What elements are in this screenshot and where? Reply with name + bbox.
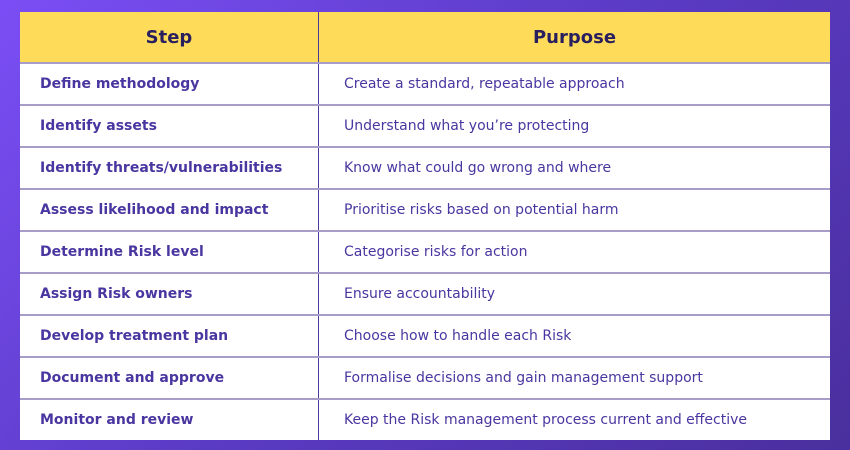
purpose-cell: Formalise decisions and gain management … xyxy=(318,357,830,400)
step-cell: Assign Risk owners xyxy=(20,273,319,316)
purpose-cell: Know what could go wrong and where xyxy=(318,147,830,190)
header-row: Step Purpose xyxy=(20,12,830,64)
step-cell: Identify assets xyxy=(20,105,319,148)
purpose-cell: Categorise risks for action xyxy=(318,231,830,274)
purpose-cell: Understand what you’re protecting xyxy=(318,105,830,148)
table-row: Develop treatment plan Choose how to hand… xyxy=(20,315,830,358)
purpose-cell: Create a standard, repeatable approach xyxy=(318,63,830,106)
table-row: Define methodology Create a standard, rep… xyxy=(20,63,830,106)
table-row: Monitor and review Keep the Risk manageme… xyxy=(20,399,830,440)
step-cell: Monitor and review xyxy=(20,399,319,440)
table-row: Determine Risk level Categorise risks for… xyxy=(20,231,830,274)
table-row: Identify assets Understand what you’re pr… xyxy=(20,105,830,148)
purpose-cell: Ensure accountability xyxy=(318,273,830,316)
table-row: Assess likelihood and impact Prioritise r… xyxy=(20,189,830,232)
step-cell: Determine Risk level xyxy=(20,231,319,274)
purpose-cell: Prioritise risks based on potential harm xyxy=(318,189,830,232)
table-row: Assign Risk owners Ensure accountability xyxy=(20,273,830,316)
header-step: Step xyxy=(20,12,319,64)
table-row: Document and approve Formalise decisions … xyxy=(20,357,830,400)
step-cell: Develop treatment plan xyxy=(20,315,319,358)
purpose-cell: Choose how to handle each Risk xyxy=(318,315,830,358)
step-cell: Document and approve xyxy=(20,357,319,400)
table-row: Identify threats/vulnerabilities Know wha… xyxy=(20,147,830,190)
step-cell: Assess likelihood and impact xyxy=(20,189,319,232)
purpose-cell: Keep the Risk management process current… xyxy=(344,412,748,428)
risk-steps-table: Step Purpose Define methodology Create a … xyxy=(20,12,830,440)
step-cell: Define methodology xyxy=(20,63,319,106)
step-cell: Identify threats/vulnerabilities xyxy=(20,147,319,190)
header-purpose: Purpose xyxy=(318,12,830,64)
